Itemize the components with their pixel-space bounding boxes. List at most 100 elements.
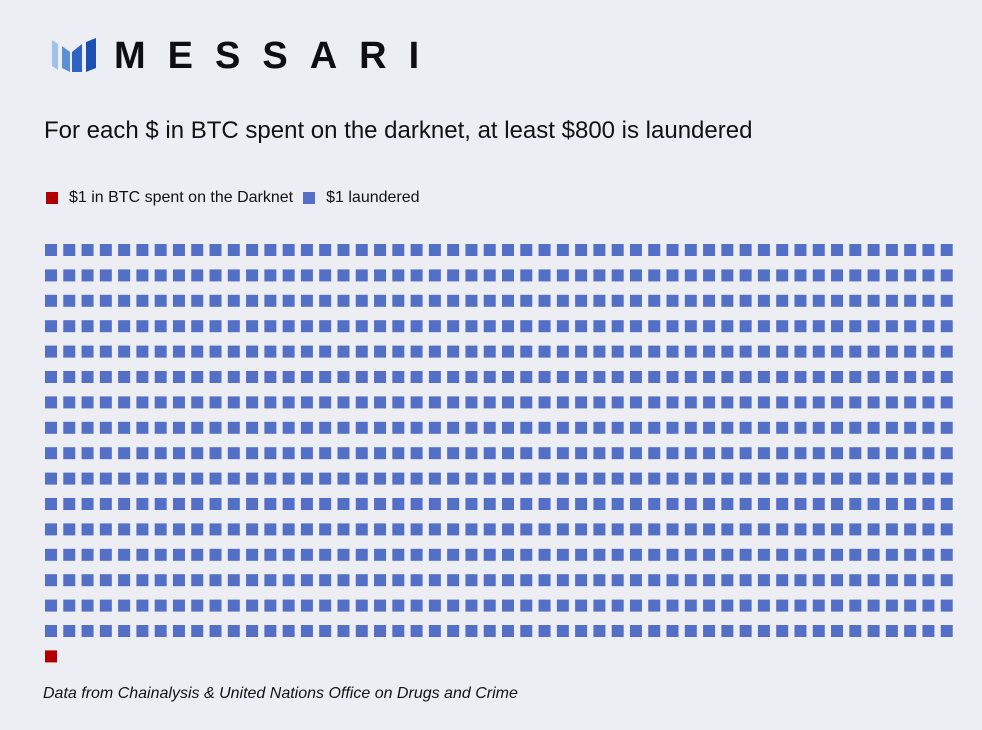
waffle-cell-laundered xyxy=(154,244,167,256)
waffle-cell-laundered xyxy=(684,548,697,561)
waffle-cell-laundered xyxy=(319,523,332,536)
waffle-cell-laundered xyxy=(703,574,716,587)
waffle-cell-laundered xyxy=(465,320,478,333)
waffle-cell-laundered xyxy=(374,625,387,637)
waffle-cell-laundered xyxy=(502,294,514,307)
waffle-cell-laundered xyxy=(191,421,204,434)
waffle-cell-laundered xyxy=(410,269,423,282)
waffle-cell-laundered xyxy=(209,625,222,637)
waffle-cell-laundered xyxy=(428,421,441,434)
waffle-cell-laundered xyxy=(520,574,533,587)
waffle-cell-laundered xyxy=(794,599,807,612)
waffle-cell-laundered xyxy=(355,498,368,510)
waffle-cell-laundered xyxy=(666,447,679,460)
waffle-cell-laundered xyxy=(520,269,533,282)
waffle-cell-laundered xyxy=(319,548,332,561)
waffle-cell-laundered xyxy=(831,345,844,358)
waffle-cell-laundered xyxy=(81,625,94,637)
waffle-cell-laundered xyxy=(684,294,697,307)
waffle-cell-laundered xyxy=(776,269,789,282)
legend-swatch-laundered xyxy=(303,192,316,204)
waffle-cell-laundered xyxy=(593,345,606,358)
waffle-cell-laundered xyxy=(831,498,844,510)
waffle-cell-laundered xyxy=(355,294,368,307)
waffle-cell-laundered xyxy=(721,472,734,485)
waffle-cell-laundered xyxy=(209,574,222,587)
waffle-cell-laundered xyxy=(282,269,295,282)
waffle-cell-laundered xyxy=(593,548,606,561)
waffle-cell-laundered xyxy=(885,447,898,460)
waffle-cell-laundered xyxy=(812,498,825,510)
waffle-cell-laundered xyxy=(721,421,734,434)
waffle-cell-laundered xyxy=(703,548,716,561)
waffle-cell-laundered xyxy=(538,320,551,333)
waffle-cell-laundered xyxy=(794,269,807,282)
waffle-cell-laundered xyxy=(191,269,204,282)
waffle-cell-laundered xyxy=(483,548,496,561)
waffle-cell-laundered xyxy=(319,625,332,637)
waffle-cell-laundered xyxy=(666,625,679,637)
waffle-cell-laundered xyxy=(684,447,697,460)
waffle-cell-laundered xyxy=(502,599,514,612)
waffle-cell-laundered xyxy=(575,320,588,333)
waffle-cell-laundered xyxy=(392,345,405,358)
waffle-cell-laundered xyxy=(227,447,240,460)
waffle-cell-laundered xyxy=(776,625,789,637)
waffle-cell-laundered xyxy=(611,396,624,409)
waffle-cell-laundered xyxy=(300,523,313,536)
waffle-cell-laundered xyxy=(940,548,953,561)
waffle-cell-laundered xyxy=(300,294,313,307)
waffle-cell-laundered xyxy=(849,396,862,409)
waffle-cell-laundered xyxy=(191,320,204,333)
waffle-cell-laundered xyxy=(812,574,825,587)
waffle-cell-laundered xyxy=(648,244,661,256)
waffle-cell-laundered xyxy=(154,345,167,358)
waffle-cell-laundered xyxy=(63,523,76,536)
waffle-cell-laundered xyxy=(831,472,844,485)
waffle-cell-laundered xyxy=(812,548,825,561)
waffle-cell-laundered xyxy=(465,625,478,637)
waffle-cell-laundered xyxy=(465,548,478,561)
waffle-cell-laundered xyxy=(81,421,94,434)
waffle-cell-laundered xyxy=(611,599,624,612)
waffle-cell-laundered xyxy=(392,421,405,434)
waffle-cell-laundered xyxy=(648,599,661,612)
waffle-cell-laundered xyxy=(629,269,642,282)
waffle-cell-laundered xyxy=(831,523,844,536)
waffle-cell-laundered xyxy=(300,371,313,383)
waffle-cell-laundered xyxy=(465,523,478,536)
waffle-cell-laundered xyxy=(593,294,606,307)
waffle-cell-laundered xyxy=(922,269,935,282)
waffle-cell-laundered xyxy=(374,294,387,307)
waffle-cell-laundered xyxy=(319,269,332,282)
waffle-cell-laundered xyxy=(556,421,569,434)
waffle-cell-laundered xyxy=(300,472,313,485)
waffle-cell-laundered xyxy=(465,244,478,256)
waffle-cell-laundered xyxy=(227,320,240,333)
waffle-cell-laundered xyxy=(81,523,94,536)
waffle-cell-laundered xyxy=(172,523,185,536)
waffle-cell-laundered xyxy=(209,371,222,383)
waffle-cell-laundered xyxy=(209,345,222,358)
waffle-cell-laundered xyxy=(721,625,734,637)
waffle-cell-laundered xyxy=(264,498,277,510)
waffle-cell-laundered xyxy=(45,320,57,333)
waffle-cell-laundered xyxy=(666,294,679,307)
waffle-cell-laundered xyxy=(410,574,423,587)
waffle-cell-laundered xyxy=(355,371,368,383)
waffle-cell-laundered xyxy=(885,574,898,587)
waffle-cell-laundered xyxy=(922,396,935,409)
waffle-cell-laundered xyxy=(300,447,313,460)
waffle-cell-laundered xyxy=(556,599,569,612)
waffle-cell-laundered xyxy=(355,548,368,561)
waffle-cell-laundered xyxy=(154,599,167,612)
waffle-cell-laundered xyxy=(721,447,734,460)
waffle-cell-laundered xyxy=(794,421,807,434)
waffle-cell-laundered xyxy=(666,269,679,282)
waffle-cell-laundered xyxy=(355,269,368,282)
waffle-cell-laundered xyxy=(136,548,149,561)
waffle-cell-laundered xyxy=(447,498,460,510)
waffle-cell-laundered xyxy=(465,371,478,383)
waffle-cell-laundered xyxy=(337,269,350,282)
waffle-cell-laundered xyxy=(629,523,642,536)
